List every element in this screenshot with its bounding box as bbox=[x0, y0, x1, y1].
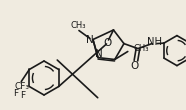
Text: F: F bbox=[13, 89, 18, 98]
Text: CH₃: CH₃ bbox=[134, 44, 149, 53]
Text: F: F bbox=[20, 91, 25, 100]
Text: NH: NH bbox=[147, 37, 162, 47]
Text: N: N bbox=[86, 35, 93, 45]
Text: CF₃: CF₃ bbox=[15, 82, 30, 91]
Text: O: O bbox=[103, 38, 112, 49]
Text: O: O bbox=[131, 61, 139, 71]
Text: CH₃: CH₃ bbox=[70, 21, 86, 30]
Text: N: N bbox=[95, 49, 103, 59]
